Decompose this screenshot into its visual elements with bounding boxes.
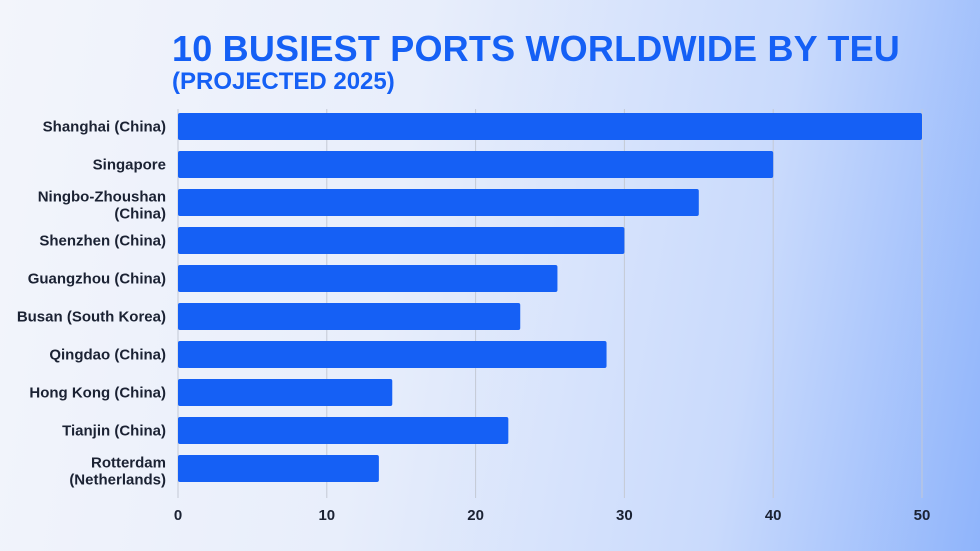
chart-title: 10 BUSIEST PORTS WORLDWIDE BY TEU xyxy=(172,28,901,69)
category-label-10: Rotterdam (Netherlands) xyxy=(69,455,166,489)
bar-6 xyxy=(178,303,521,330)
bar-5 xyxy=(178,265,558,292)
bar-1 xyxy=(178,113,922,140)
title-block: 10 BUSIEST PORTS WORLDWIDE BY TEU (PROJE… xyxy=(172,30,900,96)
category-label-8: Hong Kong (China) xyxy=(29,385,166,402)
x-tick-label-4: 40 xyxy=(765,507,782,524)
category-label-9: Tianjin (China) xyxy=(62,423,166,440)
bar-2 xyxy=(178,151,774,178)
bar-8 xyxy=(178,379,393,406)
category-label-7: Qingdao (China) xyxy=(49,347,166,364)
category-label-5: Guangzhou (China) xyxy=(28,271,166,288)
category-label-3: Ningbo-Zhoushan (China) xyxy=(38,189,166,223)
bar-7 xyxy=(178,341,607,368)
x-tick-label-5: 50 xyxy=(914,507,931,524)
category-label-2: Singapore xyxy=(93,157,166,174)
x-tick-label-3: 30 xyxy=(616,507,633,524)
bar-9 xyxy=(178,417,509,444)
bar-10 xyxy=(178,455,379,482)
x-tick-label-1: 10 xyxy=(318,507,335,524)
chart-subtitle: (PROJECTED 2025) xyxy=(172,68,395,95)
x-tick-label-2: 20 xyxy=(467,507,484,524)
category-label-4: Shenzhen (China) xyxy=(39,233,166,250)
category-label-1: Shanghai (China) xyxy=(43,119,166,136)
bar-3 xyxy=(178,189,699,216)
x-tick-label-0: 0 xyxy=(174,507,182,524)
category-label-6: Busan (South Korea) xyxy=(17,309,166,326)
bar-4 xyxy=(178,227,625,254)
